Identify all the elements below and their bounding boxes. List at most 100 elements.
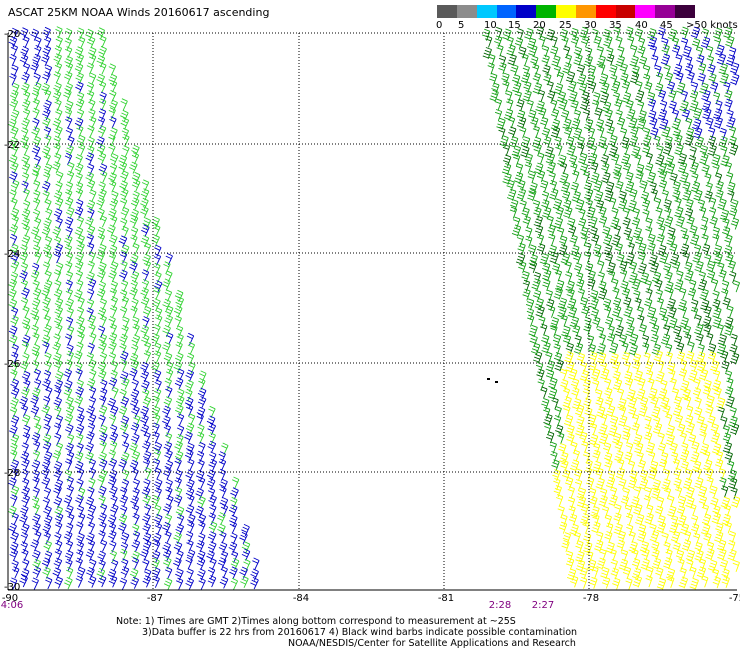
wind-barb — [64, 576, 73, 590]
wind-barb — [141, 224, 150, 237]
wind-barb — [565, 280, 575, 293]
wind-barb — [53, 359, 63, 372]
wind-barb — [706, 541, 715, 554]
wind-barb — [188, 361, 196, 375]
wind-barb — [656, 521, 667, 534]
wind-barb — [716, 397, 726, 410]
wind-barb — [604, 305, 612, 318]
wind-barb — [163, 556, 172, 570]
wind-barb — [732, 559, 740, 572]
wind-barb — [696, 351, 706, 364]
wind-barb — [710, 423, 719, 436]
wind-barb — [685, 63, 694, 76]
wind-barb — [21, 154, 30, 167]
wind-barb — [562, 387, 571, 400]
wind-barb — [629, 55, 639, 68]
wind-barb — [711, 568, 720, 581]
wind-barb — [142, 522, 151, 535]
wind-barb — [560, 379, 569, 392]
wind-barb — [502, 80, 510, 93]
wind-barb — [560, 368, 568, 381]
wind-barb — [559, 172, 569, 185]
wind-barb — [9, 243, 19, 256]
wind-barb — [489, 72, 498, 85]
wind-barb — [548, 377, 558, 390]
wind-barb — [677, 161, 688, 174]
wind-barb — [220, 566, 228, 579]
wind-barb — [657, 27, 666, 40]
wind-barb — [598, 495, 608, 508]
wind-barb — [218, 451, 226, 464]
wind-barb — [10, 207, 20, 220]
wind-barb — [88, 467, 97, 480]
wind-barb — [662, 143, 673, 156]
wind-barb — [525, 298, 535, 311]
wind-barb — [605, 181, 615, 194]
wind-barb — [625, 504, 633, 517]
wind-barb — [132, 512, 140, 526]
wind-barb — [722, 441, 733, 454]
wind-barb — [636, 117, 647, 130]
wind-barb — [716, 343, 727, 356]
wind-barb — [43, 217, 52, 230]
wind-barb — [630, 44, 638, 57]
wind-barb — [21, 71, 30, 85]
wind-barb — [21, 162, 31, 175]
wind-barb — [121, 558, 129, 571]
wind-barb — [635, 513, 645, 526]
wind-barb — [77, 91, 85, 104]
wind-barb — [554, 269, 563, 282]
wind-barb — [175, 296, 185, 309]
wind-barb — [724, 324, 734, 337]
wind-barb — [97, 226, 106, 239]
wind-barb — [630, 126, 639, 139]
wind-barb — [141, 334, 150, 347]
wind-barb — [628, 406, 637, 419]
wind-barb — [64, 55, 74, 68]
wind-barb — [560, 314, 568, 327]
wind-barb — [560, 459, 569, 472]
wind-barb — [581, 440, 589, 453]
wind-barb — [676, 342, 685, 355]
wind-barb — [22, 305, 30, 318]
wind-barb — [98, 45, 107, 59]
wind-barb — [532, 82, 543, 95]
wind-barb — [680, 37, 689, 50]
wind-barb — [558, 521, 568, 534]
wind-barb — [727, 460, 735, 473]
wind-barb — [616, 539, 625, 552]
wind-barb — [175, 352, 184, 365]
lon-tick-label: -87 — [147, 593, 163, 604]
wind-barb — [654, 279, 663, 292]
wind-barb — [682, 180, 691, 193]
wind-barb — [21, 287, 30, 300]
wind-barb — [693, 532, 701, 545]
wind-barb — [131, 539, 141, 552]
wind-barb — [20, 568, 30, 581]
wind-barb — [680, 460, 689, 473]
wind-barb — [608, 145, 618, 158]
wind-barb — [41, 226, 51, 239]
wind-barb — [645, 575, 653, 588]
wind-barb — [74, 46, 84, 59]
wind-barb — [153, 280, 163, 293]
wind-barb — [665, 343, 673, 356]
wind-barb — [567, 486, 575, 499]
wind-barb — [32, 549, 41, 562]
wind-barb — [86, 566, 95, 580]
wind-barb — [689, 90, 699, 103]
wind-barb — [562, 469, 571, 482]
wind-barb — [119, 343, 127, 356]
wind-barb — [579, 369, 590, 382]
wind-barb — [574, 262, 583, 275]
wind-barb — [209, 557, 217, 571]
wind-barb — [622, 431, 631, 444]
wind-barb — [230, 496, 238, 510]
wind-barb — [701, 523, 711, 536]
wind-barb — [30, 405, 40, 418]
wind-barb — [153, 262, 161, 275]
wind-barb — [548, 171, 556, 184]
wind-barb — [22, 35, 30, 48]
wind-barb — [604, 190, 614, 203]
wind-barb — [119, 494, 129, 507]
